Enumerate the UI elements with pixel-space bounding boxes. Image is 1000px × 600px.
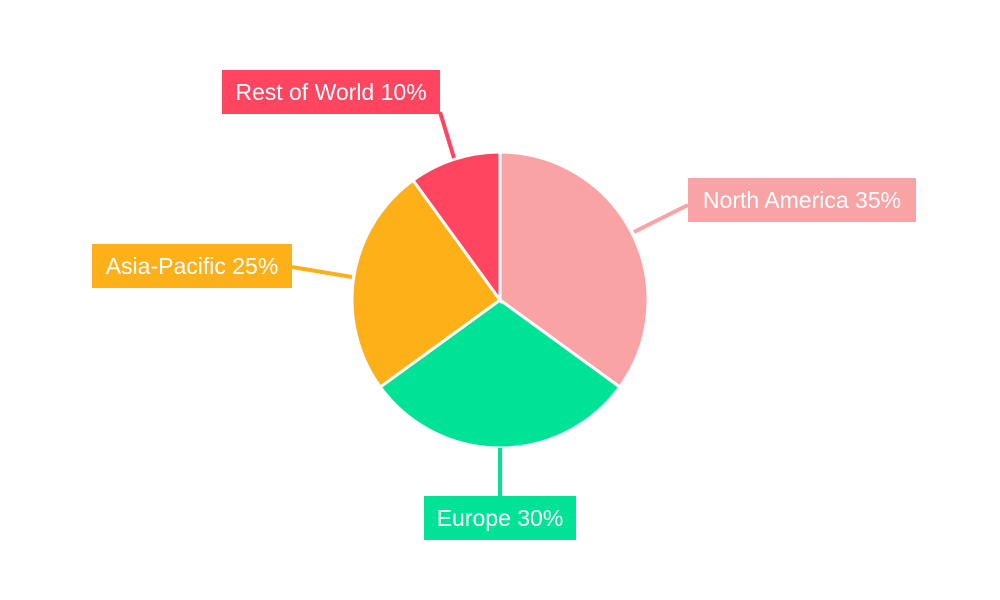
data-label-box bbox=[92, 244, 292, 288]
data-label: Rest of World 10% bbox=[235, 79, 426, 105]
pie-slice-asia-pacific[interactable] bbox=[350, 178, 503, 390]
data-label-box bbox=[688, 178, 916, 222]
data-label: North America 35% bbox=[703, 187, 901, 213]
data-label-box bbox=[424, 496, 576, 540]
pie-slice-europe[interactable] bbox=[378, 298, 622, 450]
data-label: Asia-Pacific 25% bbox=[106, 253, 279, 279]
leader-line bbox=[291, 265, 353, 279]
pie-slice-rest-of-world[interactable] bbox=[410, 150, 502, 305]
leader-line bbox=[633, 203, 689, 234]
pie-slice-north-america[interactable] bbox=[498, 150, 650, 390]
data-label-box bbox=[222, 70, 440, 114]
data-label: Europe 30% bbox=[437, 505, 564, 531]
leader-line bbox=[438, 111, 456, 159]
